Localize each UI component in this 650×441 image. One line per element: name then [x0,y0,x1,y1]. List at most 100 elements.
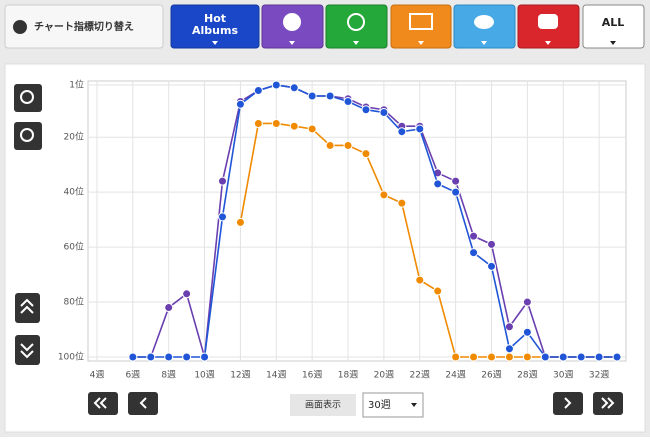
point [307,124,317,134]
point [343,140,353,150]
point [235,217,245,227]
button-label: ALL [602,16,625,29]
zoom-in-button[interactable] [14,84,42,112]
x-tick-label: 24週 [445,370,465,381]
point [397,198,407,208]
icon [474,15,494,29]
x-tick-label: 20週 [374,370,394,381]
x-tick-label: 30週 [553,370,573,381]
switch-icon [13,20,27,34]
point [146,352,156,362]
point [451,352,461,362]
series-line [132,84,618,358]
y-tick-label: 80位 [64,296,84,308]
x-tick-label: 32週 [589,370,609,381]
icon [538,14,558,29]
point [487,261,496,271]
point [325,140,335,150]
prev-button[interactable] [128,392,158,415]
point [218,176,227,186]
icon [564,397,572,409]
x-tick-label: 4週 [90,370,105,381]
orange-button[interactable] [390,4,452,49]
point [379,190,389,200]
icon [347,13,365,31]
point [361,149,371,159]
icon [409,13,433,30]
point [504,322,514,332]
point [182,352,192,362]
point [253,118,263,128]
select-arrow [411,403,417,407]
button-label: Albums [192,24,238,37]
point [469,352,479,362]
x-tick-label: 14週 [266,370,286,381]
point [361,105,371,115]
point [271,118,281,128]
button-arrows [212,41,616,45]
point [504,352,514,362]
icon [93,397,107,409]
x-tick-label: 10週 [194,370,214,381]
button-label: Hot [204,12,226,25]
point [451,176,461,186]
series-line [132,84,618,358]
y-tick-label: 100位 [58,351,84,363]
point [487,352,496,362]
point [397,127,407,137]
point [612,352,622,362]
point [307,91,317,101]
point [540,352,550,362]
x-tick-label: 22週 [410,370,430,381]
point [522,297,532,307]
green-button[interactable] [325,4,388,49]
point [522,327,532,337]
point [164,352,174,362]
point [522,352,532,362]
x-tick-label: 6週 [125,370,140,381]
y-tick-label: 40位 [64,186,84,198]
display-value: 30週 [368,399,391,411]
point [576,352,586,362]
point [415,275,425,285]
point [218,212,227,222]
plot: 1位 20位 40位 60位 80位 100位 4週 6週 8週 10週 12週 14週 16週 18週 2… [58,79,627,381]
y-tick-label: 60位 [64,241,84,253]
point [594,352,604,362]
point [200,352,210,362]
point [504,344,514,354]
point [289,121,299,131]
point [487,239,496,249]
icon [20,298,34,314]
first-button[interactable] [88,392,118,415]
last-button[interactable] [593,392,623,415]
point [469,248,479,258]
x-tick-label: 28週 [517,370,537,381]
icon [20,343,34,359]
x-tick-label: 26週 [481,370,501,381]
all-button[interactable] [582,4,645,49]
icon [139,397,147,409]
point [253,85,263,95]
point [379,107,389,117]
point [325,91,335,101]
display-label: 画面表示 [305,399,341,411]
zoom-out-button[interactable] [14,122,42,150]
plot-area [87,80,627,362]
hot-albums-button[interactable] [170,4,260,49]
point [433,179,443,189]
icon [601,397,615,409]
point [271,80,281,90]
switch-label: チャート指標切り替え [34,20,134,33]
switch-button[interactable] [4,4,164,49]
point [451,187,461,197]
point [164,303,174,313]
next-button[interactable] [553,392,583,415]
y-tick-label: 20位 [64,131,84,143]
x-tick-label: 8週 [161,370,176,381]
y-tick-label: 1位 [69,79,84,91]
point [343,96,353,106]
icon [20,128,34,142]
icon [20,90,34,104]
